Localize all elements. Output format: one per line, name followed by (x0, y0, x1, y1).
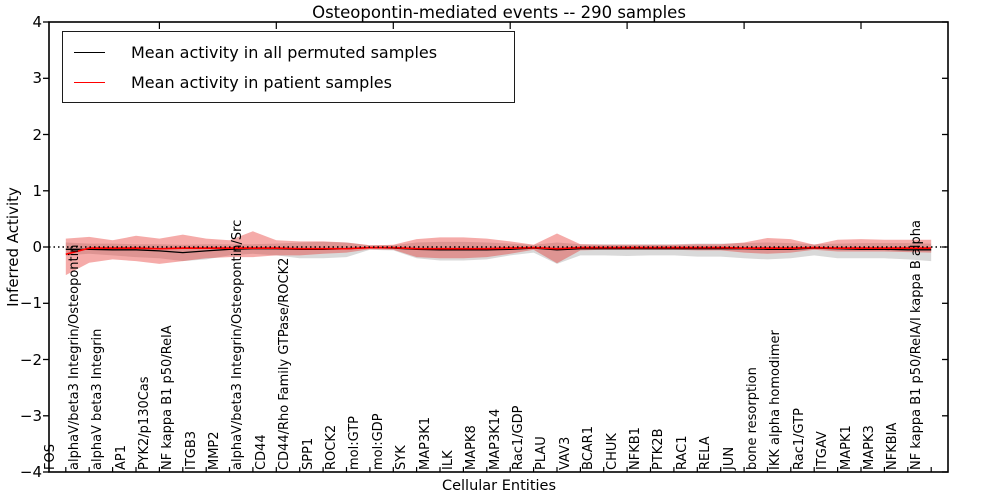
x-tick-label: SYK (394, 445, 410, 470)
x-tick-label: PTK2B (651, 428, 667, 471)
y-tick-label: −1 (19, 294, 42, 313)
y-tick-label: −3 (19, 406, 42, 425)
x-tick-label: mol:GTP (347, 416, 363, 470)
x-tick-label: MAP3K14 (487, 408, 503, 470)
x-tick-label: MAPK8 (464, 425, 480, 470)
y-tick-label: 3 (32, 69, 42, 88)
x-tick-label: NF kappa B1 p50/RelA/I kappa B alpha (908, 220, 924, 470)
patient-band (65, 231, 932, 276)
x-axis-label: Cellular Entities (441, 478, 557, 494)
y-tick-label: 0 (32, 238, 42, 256)
x-tick-label: NFKBIA (885, 422, 901, 470)
x-tick-label: alphaV/beta3 Integrin/Osteopontin/Src (230, 219, 246, 470)
y-tick-label: 2 (32, 125, 42, 144)
legend-label: Mean activity in patient samples (131, 72, 392, 92)
x-tick-label: bone resorption (744, 367, 760, 470)
x-tick-label: MAP3K1 (417, 416, 433, 470)
x-tick-label: ROCK2 (323, 424, 339, 470)
x-tick-label: mol:GDP (370, 413, 386, 470)
x-tick-label: IKK alpha homodimer (768, 330, 784, 470)
x-tick-label: Rac1/GTP (791, 408, 807, 470)
legend-entry-patient: Mean activity in patient samples (63, 67, 514, 97)
x-tick-label: BCAR1 (581, 426, 597, 470)
x-tick-label: NF kappa B1 p50/RelA (160, 325, 176, 470)
x-tick-label: FOS (43, 444, 59, 470)
patient-mean-line (65, 246, 932, 256)
x-tick-label: SPP1 (300, 437, 316, 470)
x-tick-label: ITGAV (815, 431, 831, 470)
x-tick-label: alphaV/beta3 Integrin/Osteopontin (66, 244, 82, 470)
x-tick-label: RELA (698, 436, 714, 470)
x-tick-label: CHUK (604, 433, 620, 470)
x-tick-label: JUN (721, 446, 737, 470)
x-tick-label: PYK2/p130Cas (136, 376, 152, 470)
x-tick-label: PLAU (534, 436, 550, 470)
x-tick-label: NFKB1 (628, 427, 644, 470)
permuted-line-swatch (74, 51, 105, 53)
x-tick-label: ITGB3 (183, 430, 199, 470)
y-tick-label: 4 (32, 13, 42, 31)
legend: Mean activity in all permuted samples Me… (62, 31, 515, 103)
y-tick-label: −2 (19, 350, 42, 369)
x-tick-label: CD44 (253, 434, 269, 470)
patient-line-swatch (74, 81, 105, 83)
x-tick-label: CD44/Rho Family GTPase/ROCK2 (277, 257, 293, 470)
x-tick-label: VAV3 (557, 436, 573, 470)
permuted-mean-line (65, 246, 932, 254)
x-tick-label: MAPK3 (861, 425, 877, 470)
x-tick-label: AP1 (113, 444, 129, 470)
legend-label: Mean activity in all permuted samples (131, 42, 438, 62)
legend-entry-permuted: Mean activity in all permuted samples (63, 37, 514, 67)
chart-title: Osteopontin-mediated events -- 290 sampl… (312, 3, 686, 22)
x-tick-label: RAC1 (674, 435, 690, 470)
y-tick-label: 1 (32, 181, 42, 200)
x-tick-label: alphaV beta3 Integrin (90, 328, 106, 470)
y-tick-label: −4 (19, 463, 42, 481)
x-tick-label: ILK (440, 450, 456, 470)
x-tick-label: MAPK1 (838, 425, 854, 470)
x-tick-label: MMP2 (207, 431, 223, 470)
x-tick-label: Rac1/GDP (511, 405, 527, 470)
